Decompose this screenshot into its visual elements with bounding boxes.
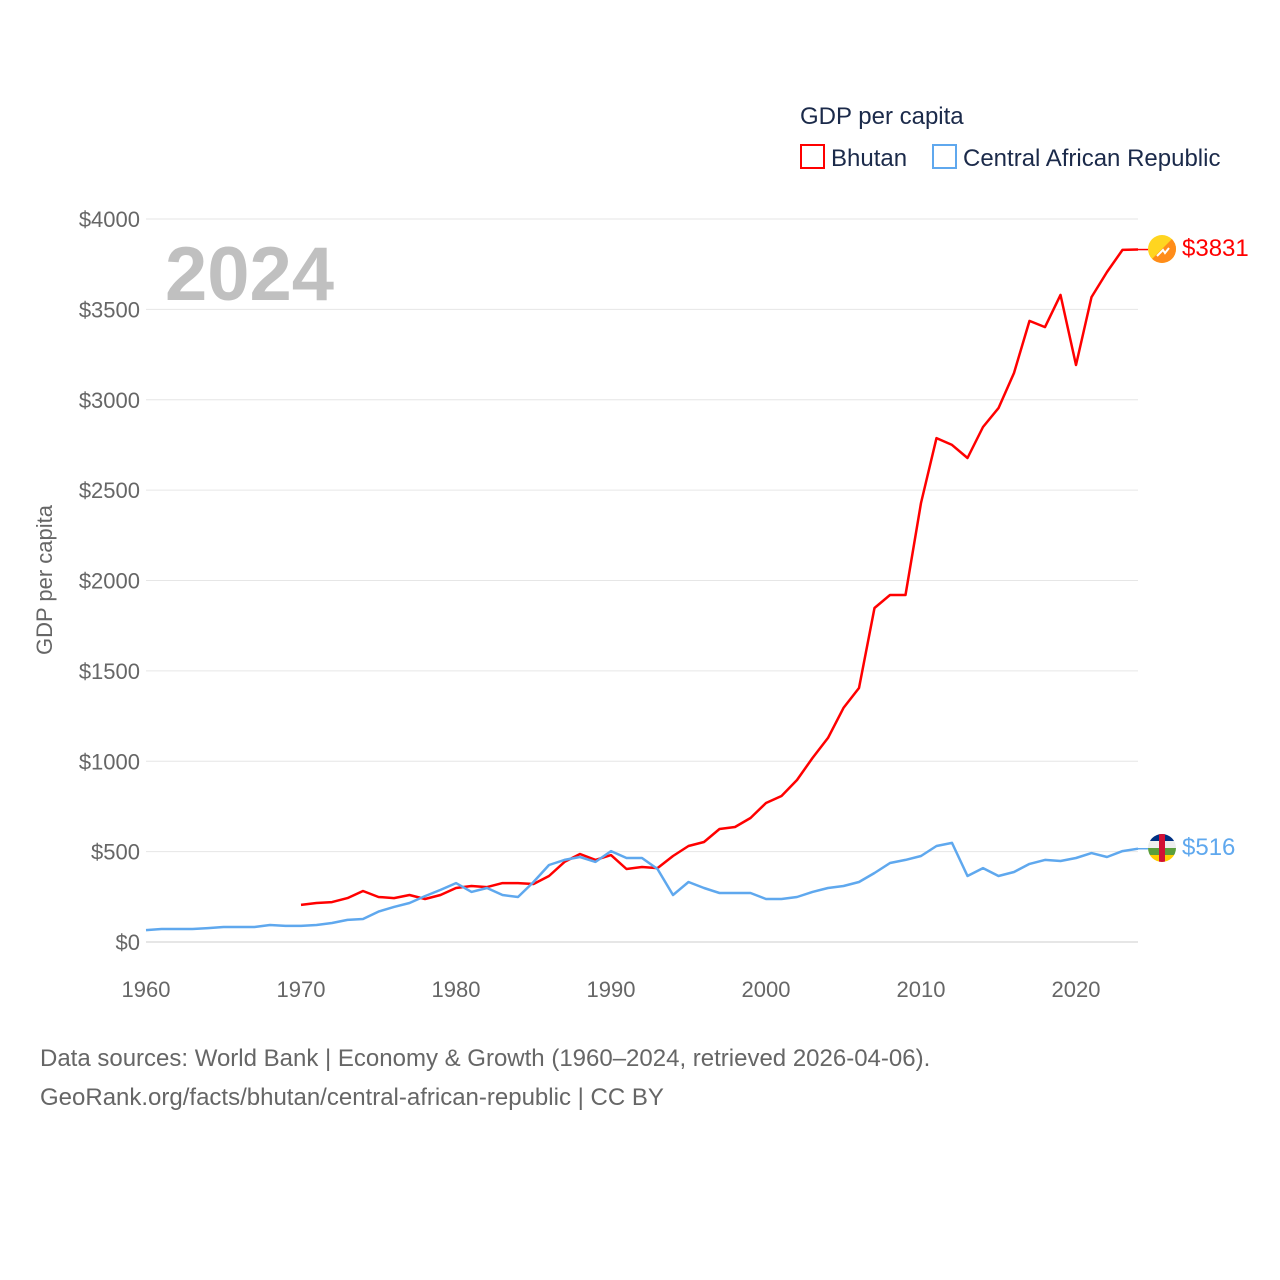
- y-tick-label: $0: [116, 930, 140, 955]
- y-tick-label: $3000: [79, 388, 140, 413]
- x-tick-label: 1960: [122, 977, 171, 1002]
- series-line-central-african-republic: [145, 841, 1139, 932]
- y-tick-label: $2000: [79, 569, 140, 594]
- x-tick-label: 1980: [432, 977, 481, 1002]
- series-line-bhutan: [300, 248, 1139, 907]
- x-tick-label: 2010: [897, 977, 946, 1002]
- legend-item-central-african-republic[interactable]: Central African Republic: [932, 144, 1220, 172]
- legend-title: GDP per capita: [800, 103, 964, 130]
- y-tick-label: $500: [91, 840, 140, 865]
- x-tick-label: 1970: [277, 977, 326, 1002]
- year-watermark: 2024: [165, 232, 334, 317]
- footer-sources: Data sources: World Bank | Economy & Gro…: [40, 1045, 931, 1072]
- y-tick-label: $1000: [79, 749, 140, 774]
- y-tick-label: $3500: [79, 297, 140, 322]
- legend-swatch: [800, 144, 825, 169]
- footer-attribution[interactable]: GeoRank.org/facts/bhutan/central-african…: [40, 1084, 664, 1111]
- bhutan-end-label: $3831: [1182, 235, 1249, 262]
- y-tick-label: $4000: [79, 207, 140, 232]
- x-tick-label: 2020: [1052, 977, 1101, 1002]
- legend-swatch: [932, 144, 957, 169]
- central-african-republic-flag-icon: [1148, 834, 1176, 862]
- y-axis-label: GDP per capita: [32, 504, 57, 655]
- car-end-label: $516: [1182, 834, 1235, 861]
- x-tick-label: 2000: [742, 977, 791, 1002]
- legend-label: Central African Republic: [963, 145, 1220, 172]
- legend-label: Bhutan: [831, 145, 907, 172]
- bhutan-flag-icon: [1148, 235, 1176, 263]
- legend-item-bhutan[interactable]: Bhutan: [800, 144, 907, 172]
- y-tick-label: $1500: [79, 659, 140, 684]
- y-tick-label: $2500: [79, 478, 140, 503]
- x-tick-label: 1990: [587, 977, 636, 1002]
